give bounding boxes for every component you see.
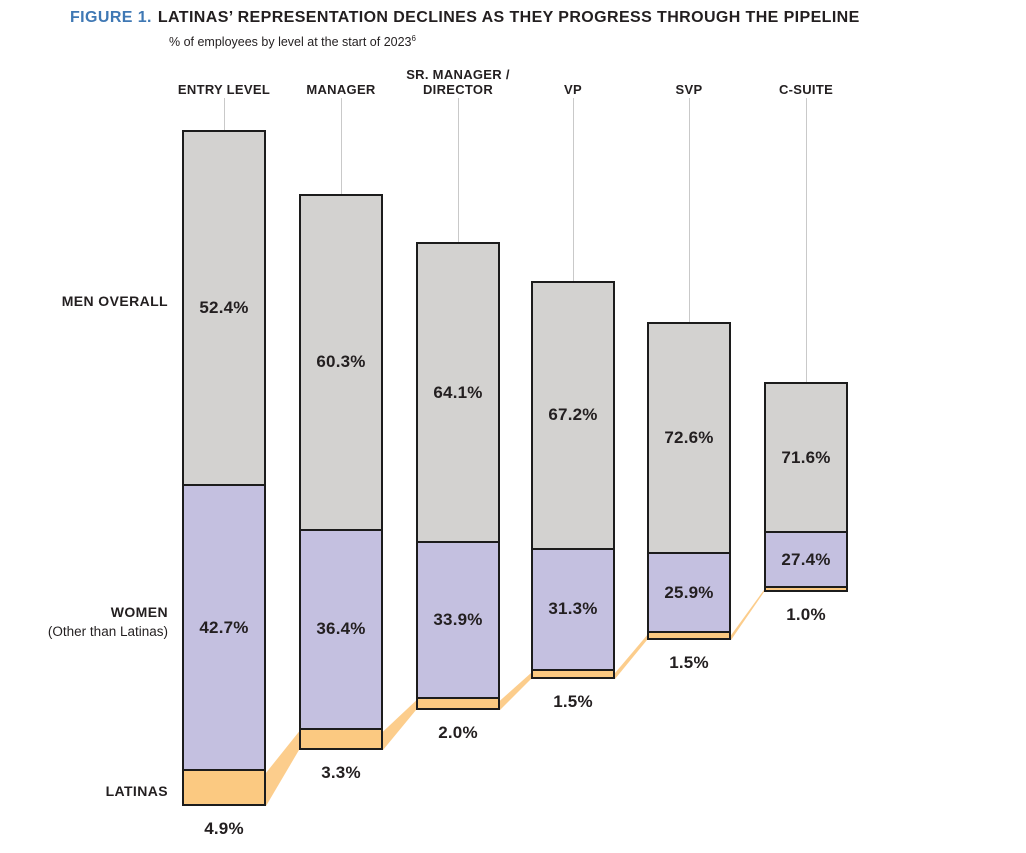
latina-flow-ribbon [500, 673, 531, 710]
value-label-men-overall: 71.6% [781, 447, 831, 467]
figure-subtitle-text: % of employees by level at the start of … [169, 35, 412, 49]
row-label-men-overall: MEN OVERALL [62, 291, 168, 311]
figure-title-text: LATINAS’ REPRESENTATION DECLINES AS THEY… [157, 9, 860, 26]
column-header-line: SR. MANAGER / [406, 66, 510, 82]
value-label-men-overall: 52.4% [199, 298, 249, 318]
figure-subtitle: % of employees by level at the start of … [169, 33, 416, 49]
value-label-latinas: 1.5% [553, 692, 593, 711]
header-tick-line [805, 98, 807, 382]
value-label-women-other: 36.4% [316, 619, 366, 639]
value-label-women-other: 31.3% [548, 599, 598, 619]
segment-women-other: 42.7% [184, 484, 264, 772]
row-label-women: WOMEN (Other than Latinas) [48, 602, 168, 642]
segment-women-other: 25.9% [649, 551, 729, 634]
value-label-latinas: 2.0% [438, 723, 478, 742]
header-tick-line [457, 98, 459, 242]
value-label-latinas: 1.5% [669, 653, 709, 672]
value-label-latinas: 3.3% [321, 763, 361, 782]
segment-women-other: 36.4% [301, 528, 381, 730]
segment-men-overall: 64.1% [418, 244, 498, 542]
latina-flow-ribbon [615, 635, 647, 679]
column-header-svp: SVP [609, 58, 769, 98]
header-tick-line [340, 98, 342, 194]
segment-men-overall: 72.6% [649, 324, 729, 552]
value-label-men-overall: 64.1% [433, 382, 483, 402]
value-label-women-other: 33.9% [433, 610, 483, 630]
value-label-women-other: 42.7% [199, 617, 249, 637]
latina-flow-ribbon [731, 589, 764, 640]
bar-vp: 67.2% 31.3% [531, 281, 615, 679]
bar-manager: 60.3% 36.4% [299, 194, 383, 750]
segment-men-overall: 60.3% [301, 196, 381, 529]
segment-latinas [766, 587, 846, 590]
segment-latinas [649, 633, 729, 638]
header-tick-line [572, 98, 574, 281]
footnote-superscript: 6 [411, 33, 416, 43]
row-label-men-text: MEN OVERALL [61, 293, 168, 309]
segment-women-other: 33.9% [418, 541, 498, 699]
bar-entry-level: 52.4% 42.7% [182, 130, 266, 806]
header-tick-line [223, 98, 225, 130]
row-label-latinas-text: LATINAS [105, 783, 168, 799]
latina-flow-ribbon [266, 731, 299, 806]
column-header-line: SVP [675, 82, 703, 98]
value-label-men-overall: 60.3% [316, 352, 366, 372]
column-header-sr-manager-director: SR. MANAGER / DIRECTOR [378, 58, 538, 98]
segment-women-other: 31.3% [533, 547, 613, 672]
segment-latinas [418, 698, 498, 708]
column-header-c-suite: C-SUITE [726, 58, 886, 98]
value-label-men-overall: 72.6% [664, 427, 714, 447]
value-label-latinas: 4.9% [204, 819, 244, 838]
column-header-line: MANAGER [306, 82, 376, 98]
row-label-latinas: LATINAS [106, 781, 168, 801]
figure-number-label: FIGURE 1. [70, 9, 152, 26]
value-label-women-other: 27.4% [781, 549, 831, 569]
bar-c-suite: 71.6% 27.4% [764, 382, 848, 592]
segment-women-other: 27.4% [766, 531, 846, 588]
value-label-latinas: 1.0% [786, 605, 826, 624]
segment-men-overall: 71.6% [766, 384, 846, 532]
segment-men-overall: 67.2% [533, 283, 613, 548]
segment-latinas [301, 729, 381, 748]
column-header-line: ENTRY LEVEL [177, 82, 271, 98]
column-header-line: VP [564, 82, 582, 98]
row-label-women-line2: (Other than Latinas) [47, 624, 168, 640]
value-label-men-overall: 67.2% [548, 405, 598, 425]
latina-flow-ribbon [383, 700, 416, 750]
segment-men-overall: 52.4% [184, 132, 264, 485]
bar-svp: 72.6% 25.9% [647, 322, 731, 640]
value-label-women-other: 25.9% [664, 582, 714, 602]
column-header-entry-level: ENTRY LEVEL [144, 58, 304, 98]
header-tick-line [688, 98, 690, 322]
segment-latinas [533, 671, 613, 677]
figure-title: FIGURE 1. LATINAS’ REPRESENTATION DECLINE… [70, 9, 860, 27]
column-header-line: DIRECTOR [422, 82, 494, 98]
column-header-vp: VP [493, 58, 653, 98]
row-label-women-line1: WOMEN [110, 604, 168, 620]
column-header-manager: MANAGER [261, 58, 421, 98]
segment-latinas [184, 771, 264, 804]
bar-sr-manager-director: 64.1% 33.9% [416, 242, 500, 710]
column-header-line: C-SUITE [778, 82, 834, 98]
